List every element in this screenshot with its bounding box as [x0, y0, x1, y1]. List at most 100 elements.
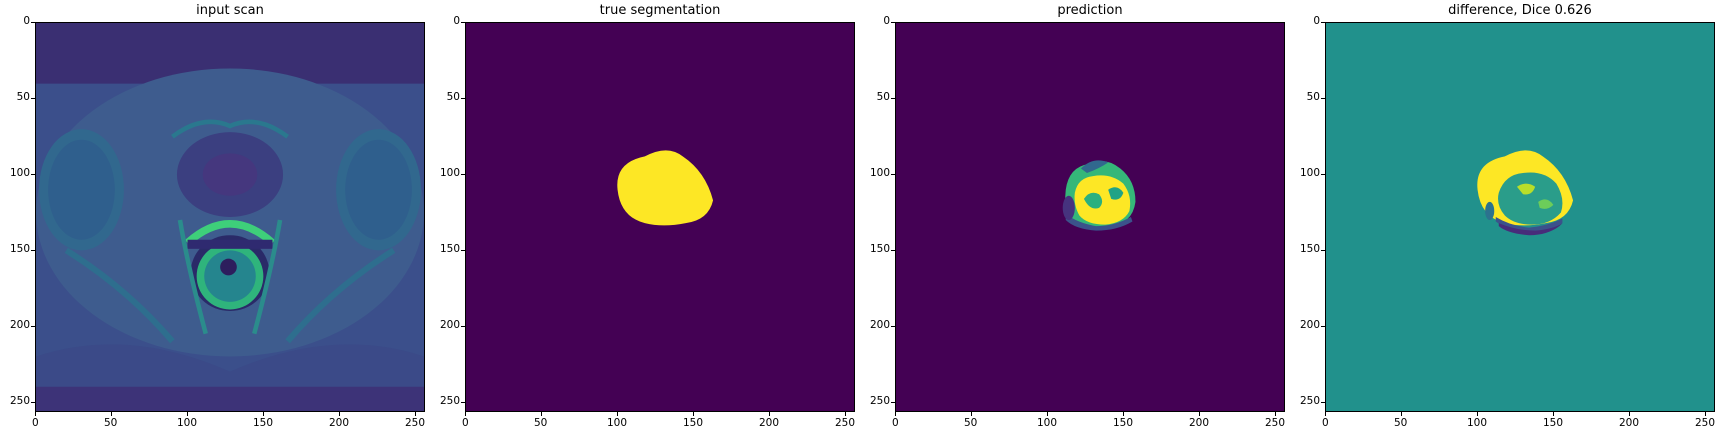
x-tick-label: 150: [1543, 417, 1564, 429]
tick-mark: [31, 326, 35, 327]
y-tick-label: 100: [1299, 167, 1320, 179]
y-tick-label: 250: [9, 395, 30, 407]
x-tick-label: 50: [104, 417, 118, 429]
difference-map: [1326, 23, 1714, 411]
x-tick-label: 100: [177, 417, 198, 429]
y-tick-label: 250: [1299, 395, 1320, 407]
x-tick-label: 150: [683, 417, 704, 429]
tick-mark: [1321, 326, 1325, 327]
y-tick-label: 250: [439, 395, 460, 407]
tick-mark: [1321, 174, 1325, 175]
tick-mark: [769, 412, 770, 416]
image-axes: [465, 22, 855, 412]
tick-mark: [1401, 412, 1402, 416]
image-axes: [35, 22, 425, 412]
x-tick-label: 250: [835, 417, 856, 429]
x-tick-label: 200: [329, 417, 350, 429]
x-tick-label: 250: [1265, 417, 1286, 429]
panel-true-segmentation: true segmentation 0 50 100 150 200 250 0…: [430, 0, 860, 432]
x-tick-label: 100: [607, 417, 628, 429]
tick-mark: [1321, 250, 1325, 251]
panel-difference: difference, Dice 0.626 0 50 100 150 200 …: [1290, 0, 1720, 432]
tick-mark: [895, 412, 896, 416]
tick-mark: [461, 402, 465, 403]
x-tick-label: 0: [892, 417, 899, 429]
tick-mark: [31, 22, 35, 23]
tick-mark: [1705, 412, 1706, 416]
y-tick-label: 100: [439, 167, 460, 179]
tick-mark: [1123, 412, 1124, 416]
x-tick-label: 0: [462, 417, 469, 429]
tick-mark: [415, 412, 416, 416]
tick-mark: [1321, 98, 1325, 99]
tick-mark: [1321, 402, 1325, 403]
tick-mark: [461, 250, 465, 251]
x-tick-label: 200: [1189, 417, 1210, 429]
y-tick-label: 0: [23, 15, 30, 27]
tick-mark: [111, 412, 112, 416]
y-tick-label: 200: [9, 319, 30, 331]
x-tick-label: 0: [32, 417, 39, 429]
y-tick-label: 100: [869, 167, 890, 179]
x-tick-label: 150: [253, 417, 274, 429]
y-tick-label: 100: [9, 167, 30, 179]
tick-mark: [31, 250, 35, 251]
tick-mark: [971, 412, 972, 416]
tick-mark: [1325, 412, 1326, 416]
tick-mark: [461, 326, 465, 327]
tick-mark: [891, 22, 895, 23]
x-tick-label: 200: [759, 417, 780, 429]
y-tick-label: 150: [9, 243, 30, 255]
tick-mark: [35, 412, 36, 416]
x-tick-label: 50: [534, 417, 548, 429]
tick-mark: [31, 174, 35, 175]
panel-input-scan: input scan 0: [0, 0, 430, 432]
x-tick-label: 100: [1467, 417, 1488, 429]
x-tick-label: 250: [1695, 417, 1716, 429]
tick-mark: [1553, 412, 1554, 416]
prediction-mask: [896, 23, 1284, 411]
tick-mark: [465, 412, 466, 416]
x-tick-label: 100: [1037, 417, 1058, 429]
tick-mark: [693, 412, 694, 416]
tick-mark: [1477, 412, 1478, 416]
tick-mark: [1629, 412, 1630, 416]
tick-mark: [1275, 412, 1276, 416]
tick-mark: [891, 250, 895, 251]
image-axes: [895, 22, 1285, 412]
tick-mark: [541, 412, 542, 416]
tick-mark: [891, 326, 895, 327]
y-tick-label: 200: [439, 319, 460, 331]
y-tick-label: 50: [876, 91, 890, 103]
panel-title: true segmentation: [599, 3, 721, 18]
y-tick-label: 50: [446, 91, 460, 103]
tick-mark: [617, 412, 618, 416]
tick-mark: [263, 412, 264, 416]
tick-mark: [187, 412, 188, 416]
tick-mark: [461, 98, 465, 99]
x-tick-label: 200: [1619, 417, 1640, 429]
tick-mark: [31, 98, 35, 99]
y-tick-label: 0: [1313, 15, 1320, 27]
tick-mark: [31, 402, 35, 403]
tick-mark: [1047, 412, 1048, 416]
y-tick-label: 150: [1299, 243, 1320, 255]
y-tick-label: 150: [439, 243, 460, 255]
panel-title: input scan: [196, 3, 264, 18]
tick-mark: [891, 174, 895, 175]
y-tick-label: 200: [1299, 319, 1320, 331]
tick-mark: [461, 174, 465, 175]
tick-mark: [891, 402, 895, 403]
panel-title: difference, Dice 0.626: [1448, 3, 1592, 18]
mri-image: [36, 23, 424, 411]
y-tick-label: 200: [869, 319, 890, 331]
tick-mark: [891, 98, 895, 99]
panel-title: prediction: [1057, 3, 1123, 18]
x-tick-label: 50: [964, 417, 978, 429]
image-axes: [1325, 22, 1715, 412]
y-tick-label: 50: [16, 91, 30, 103]
x-tick-label: 150: [1113, 417, 1134, 429]
tick-mark: [1199, 412, 1200, 416]
y-tick-label: 250: [869, 395, 890, 407]
x-tick-label: 50: [1394, 417, 1408, 429]
